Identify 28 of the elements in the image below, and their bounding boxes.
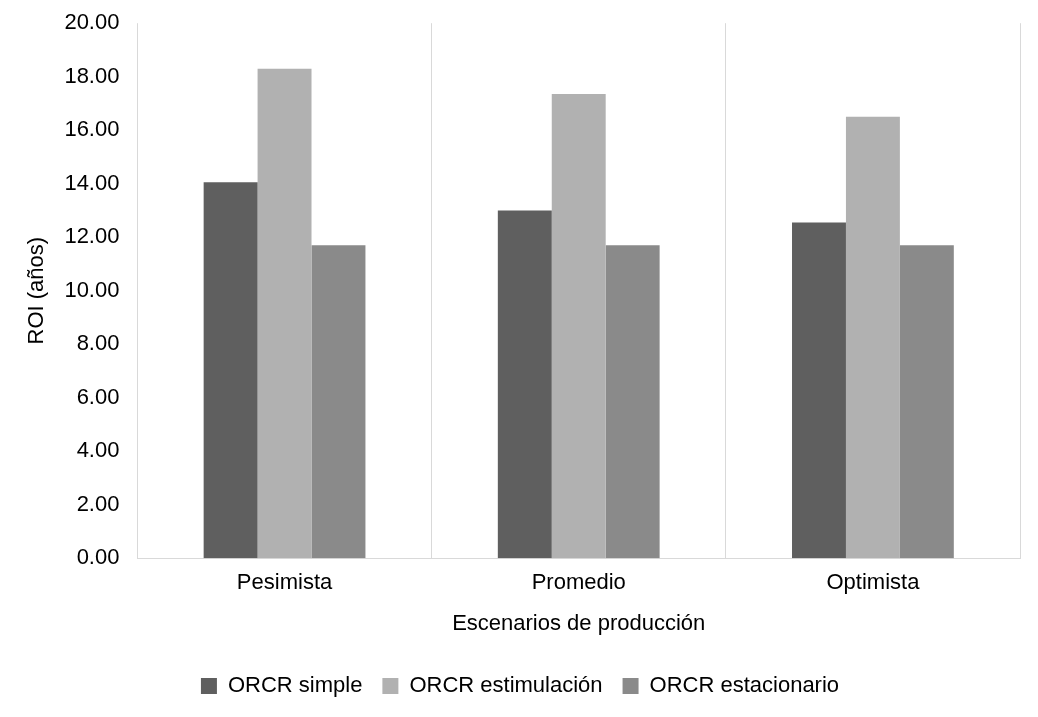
x-tick-label: Pesimista — [236, 569, 333, 595]
y-tick-label: 18.00 — [64, 62, 120, 88]
y-tick-label: 20.00 — [64, 9, 120, 35]
bar — [497, 210, 552, 559]
y-tick-label: 4.00 — [76, 437, 120, 463]
y-tick-label: 2.00 — [76, 490, 120, 516]
bar — [311, 245, 366, 559]
y-axis-title: ROI (años) — [23, 236, 49, 345]
y-tick-label: 10.00 — [64, 276, 120, 302]
legend-label: ORCR estacionario — [649, 672, 840, 698]
legend-label: ORCR simple — [227, 672, 363, 698]
bar — [845, 116, 900, 559]
bar — [257, 68, 312, 559]
bar — [792, 222, 846, 559]
bar — [899, 245, 954, 559]
x-axis-title: Escenarios de producción — [452, 609, 706, 635]
x-tick-label: Promedio — [531, 569, 626, 595]
bar — [605, 245, 660, 559]
y-tick-label: 16.00 — [64, 116, 120, 142]
y-tick-label: 8.00 — [76, 330, 120, 356]
x-tick-label: Optimista — [826, 569, 921, 595]
y-tick-label: 6.00 — [76, 383, 120, 409]
y-tick-label: 14.00 — [64, 169, 120, 195]
y-tick-label: 0.00 — [76, 544, 120, 570]
y-tick-label: 12.00 — [64, 223, 120, 249]
bar — [203, 182, 258, 559]
legend-label: ORCR estimulación — [409, 672, 603, 698]
bar — [551, 94, 606, 559]
